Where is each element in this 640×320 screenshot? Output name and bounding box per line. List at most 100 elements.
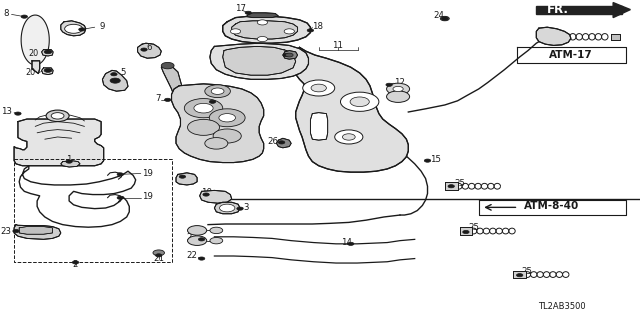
Circle shape <box>303 80 335 96</box>
Circle shape <box>440 16 449 21</box>
Polygon shape <box>42 50 53 56</box>
Polygon shape <box>102 70 128 91</box>
Circle shape <box>205 85 230 98</box>
Text: 3: 3 <box>243 203 249 212</box>
Circle shape <box>213 129 241 143</box>
Text: 4: 4 <box>180 174 185 183</box>
Circle shape <box>442 17 448 20</box>
Circle shape <box>188 236 207 245</box>
Text: 25: 25 <box>454 179 465 188</box>
Circle shape <box>278 141 285 144</box>
Circle shape <box>350 97 369 107</box>
Circle shape <box>257 36 268 42</box>
Text: 13: 13 <box>1 107 12 116</box>
Text: 5: 5 <box>120 68 126 77</box>
Text: 19: 19 <box>142 192 153 201</box>
Polygon shape <box>310 113 328 140</box>
Circle shape <box>257 20 268 25</box>
Polygon shape <box>214 202 240 214</box>
Circle shape <box>184 99 223 118</box>
Polygon shape <box>223 46 296 75</box>
Circle shape <box>51 113 64 119</box>
Circle shape <box>188 119 220 135</box>
Circle shape <box>203 193 209 196</box>
Polygon shape <box>161 65 182 102</box>
Polygon shape <box>200 190 232 203</box>
Polygon shape <box>283 51 298 59</box>
Text: 17: 17 <box>235 4 246 13</box>
Text: 21: 21 <box>153 254 164 263</box>
Circle shape <box>211 88 224 94</box>
Circle shape <box>117 173 124 176</box>
Polygon shape <box>513 271 526 278</box>
Polygon shape <box>138 43 161 58</box>
Circle shape <box>335 130 363 144</box>
Polygon shape <box>42 68 53 75</box>
Polygon shape <box>536 6 622 14</box>
Circle shape <box>205 138 228 149</box>
Circle shape <box>285 53 293 57</box>
Text: 16: 16 <box>193 97 204 106</box>
Text: 20: 20 <box>28 49 38 58</box>
Circle shape <box>179 175 186 178</box>
Circle shape <box>141 48 147 51</box>
Text: TL2AB3500: TL2AB3500 <box>538 302 586 311</box>
Circle shape <box>44 50 52 54</box>
Polygon shape <box>210 43 308 79</box>
Circle shape <box>448 185 454 188</box>
Circle shape <box>386 83 392 86</box>
Polygon shape <box>176 173 197 185</box>
Circle shape <box>311 84 326 92</box>
Circle shape <box>117 196 124 199</box>
Circle shape <box>348 242 354 245</box>
Polygon shape <box>172 84 264 163</box>
Circle shape <box>110 78 120 83</box>
Circle shape <box>463 230 469 234</box>
Text: 6: 6 <box>146 43 152 52</box>
Text: 8: 8 <box>4 9 9 18</box>
Polygon shape <box>276 138 291 148</box>
Text: 1: 1 <box>67 155 72 164</box>
Circle shape <box>46 110 69 122</box>
Polygon shape <box>246 13 278 18</box>
Circle shape <box>393 86 403 92</box>
Polygon shape <box>19 227 52 234</box>
Text: 10: 10 <box>200 188 212 197</box>
Text: 24: 24 <box>434 11 445 20</box>
Text: 26: 26 <box>268 137 278 146</box>
Circle shape <box>209 100 216 103</box>
Text: 2: 2 <box>73 260 78 269</box>
Circle shape <box>188 226 207 235</box>
Polygon shape <box>613 3 630 18</box>
Circle shape <box>209 109 245 127</box>
Circle shape <box>65 24 83 33</box>
Circle shape <box>230 29 241 34</box>
Circle shape <box>340 92 379 111</box>
Text: 22: 22 <box>186 233 197 242</box>
Text: 25: 25 <box>522 267 532 276</box>
Circle shape <box>210 227 223 234</box>
Circle shape <box>153 250 164 256</box>
Polygon shape <box>460 227 472 235</box>
Polygon shape <box>21 15 49 65</box>
Text: 22: 22 <box>186 252 197 260</box>
Circle shape <box>387 83 410 95</box>
Circle shape <box>198 238 205 241</box>
Text: 25: 25 <box>468 223 479 232</box>
Circle shape <box>245 11 252 14</box>
Circle shape <box>13 229 19 233</box>
Polygon shape <box>61 21 86 36</box>
Text: 7: 7 <box>156 94 161 103</box>
Circle shape <box>21 15 28 18</box>
Circle shape <box>424 159 431 162</box>
Circle shape <box>219 114 236 122</box>
Text: 18: 18 <box>312 22 323 31</box>
Circle shape <box>307 29 314 32</box>
Text: FR.: FR. <box>547 3 569 16</box>
Circle shape <box>283 53 289 57</box>
Text: ATM-8-40: ATM-8-40 <box>524 201 579 212</box>
Polygon shape <box>14 119 104 166</box>
Polygon shape <box>61 161 80 167</box>
Circle shape <box>210 237 223 244</box>
Text: 14: 14 <box>341 238 353 247</box>
